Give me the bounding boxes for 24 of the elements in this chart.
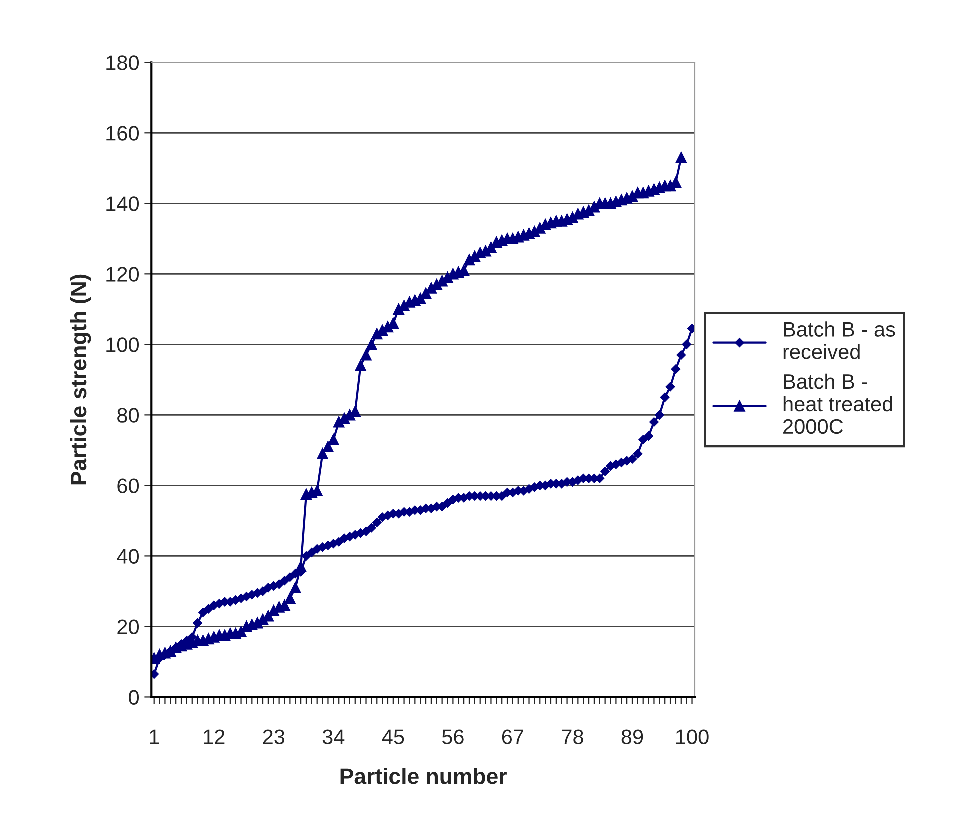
- x-tick-label: 100: [676, 730, 709, 744]
- y-tick-label: 180: [106, 56, 140, 70]
- legend-label: Batch B - heat treated 2000C: [784, 374, 892, 434]
- y-tick-label: 60: [118, 478, 140, 494]
- y-tick-label: 20: [118, 620, 140, 634]
- x-tick-label: 23: [263, 730, 285, 744]
- x-tick-label: 56: [442, 730, 464, 744]
- x-tick-label: 1: [150, 730, 160, 744]
- x-axis-title: Particle number: [340, 768, 507, 784]
- y-tick-label: 0: [129, 690, 140, 705]
- x-tick-label: 34: [322, 730, 345, 744]
- y-tick-label: 100: [106, 338, 140, 352]
- y-tick-label: 140: [106, 196, 140, 212]
- y-tick-label: 40: [117, 549, 140, 564]
- y-tick-label: 160: [106, 126, 140, 141]
- legend-label: Batch B - as received: [784, 322, 896, 360]
- x-tick-label: 45: [382, 730, 404, 744]
- x-tick-label: 78: [562, 730, 584, 744]
- y-tick-label: 80: [118, 408, 140, 423]
- x-tick-label: 89: [622, 730, 644, 744]
- x-tick-label: 67: [502, 730, 524, 744]
- y-tick-label: 120: [106, 267, 140, 282]
- y-axis-title: Particle strength (N): [70, 274, 92, 485]
- x-tick-label: 12: [204, 730, 225, 744]
